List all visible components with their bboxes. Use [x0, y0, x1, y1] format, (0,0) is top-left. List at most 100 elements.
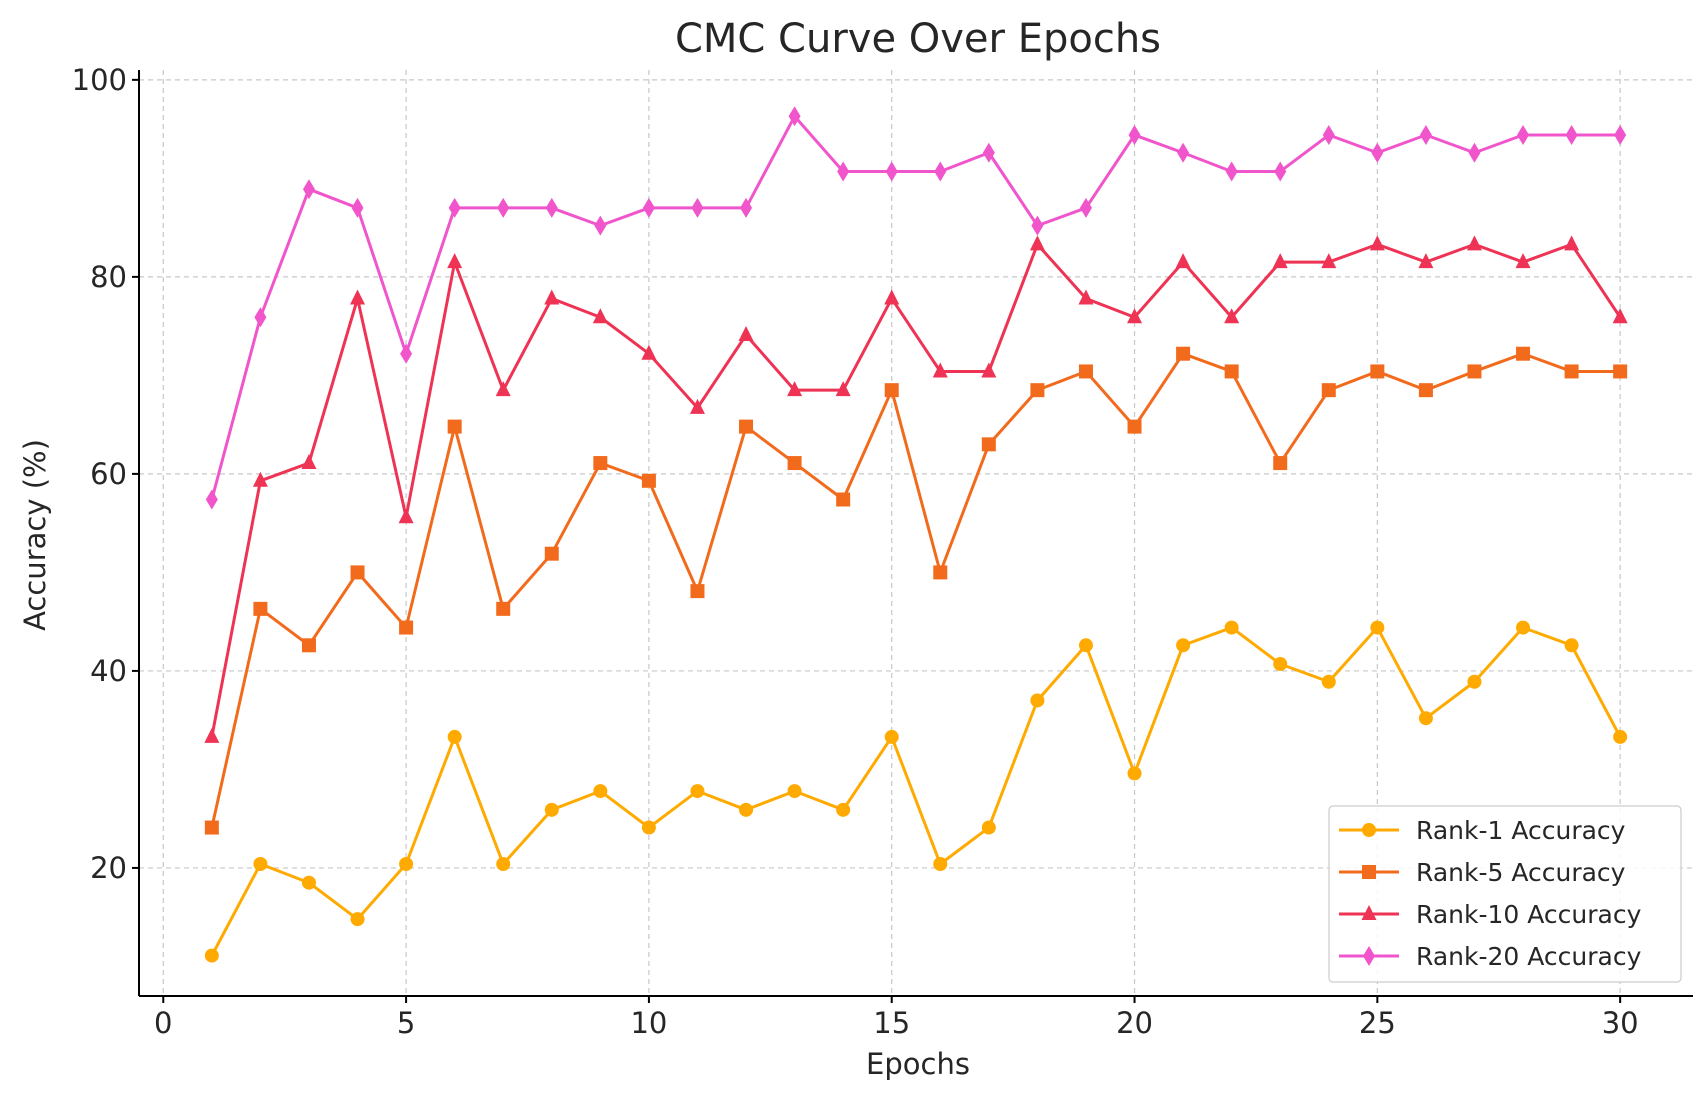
data-point [981, 362, 997, 378]
data-point [1225, 161, 1238, 182]
data-point [1613, 364, 1628, 379]
data-point [787, 784, 802, 799]
series-layer [204, 106, 1628, 963]
data-point [350, 289, 366, 305]
data-point [837, 161, 850, 182]
series-line [210, 352, 1621, 828]
data-point [885, 161, 898, 182]
data-point [544, 802, 559, 817]
data-point [496, 856, 511, 871]
data-point [1224, 364, 1239, 379]
data-point [1322, 125, 1335, 146]
data-point [1224, 308, 1240, 324]
data-point [204, 820, 219, 835]
data-point [933, 856, 948, 871]
data-point [740, 197, 753, 218]
data-point [934, 161, 947, 182]
legend-marker [1361, 905, 1377, 920]
legend-label: Rank-1 Accuracy [1416, 816, 1626, 845]
data-point [884, 729, 899, 744]
data-point [981, 437, 996, 452]
data-point [1176, 638, 1191, 653]
y-tick-label: 20 [90, 851, 127, 885]
data-point [738, 325, 754, 341]
data-point [1370, 620, 1385, 635]
data-point [641, 820, 656, 835]
series-2 [204, 346, 1628, 835]
y-axis-label: Accuracy (%) [18, 439, 52, 631]
data-point [1030, 693, 1045, 708]
data-point [252, 471, 268, 487]
y-tick-label: 80 [90, 260, 127, 294]
data-point [1272, 253, 1288, 269]
data-point [301, 638, 316, 653]
data-point [1127, 766, 1142, 781]
data-point [1175, 253, 1191, 269]
legend: Rank-1 Accuracy Rank-5 Accuracy Rank-10 Ac… [1328, 805, 1682, 983]
data-point [1369, 235, 1385, 251]
legend-marker [1363, 946, 1375, 966]
data-point [253, 601, 268, 616]
data-point [642, 197, 655, 218]
y-tick-label: 40 [90, 654, 127, 688]
legend-label: Rank-20 Accuracy [1416, 942, 1642, 971]
y-tick-label: 60 [90, 457, 127, 491]
data-point [204, 948, 219, 963]
data-point [351, 197, 364, 218]
data-point [1467, 364, 1482, 379]
series-4 [205, 106, 1627, 510]
data-point [1418, 383, 1433, 398]
data-point [690, 584, 705, 599]
data-point [1273, 456, 1288, 471]
data-point [1176, 346, 1191, 361]
data-point [495, 381, 511, 397]
data-point [1515, 253, 1531, 269]
data-point [399, 856, 414, 871]
data-point [447, 729, 462, 744]
data-point [1565, 125, 1578, 146]
data-point [1467, 674, 1482, 689]
x-tick-label: 20 [1116, 1006, 1153, 1040]
legend-label: Rank-10 Accuracy [1416, 900, 1642, 929]
data-point [1078, 638, 1093, 653]
data-point [691, 197, 704, 218]
chart-title: CMC Curve Over Epochs [675, 16, 1161, 62]
data-point [1030, 383, 1045, 398]
data-point [1274, 161, 1287, 182]
data-point [1564, 638, 1579, 653]
data-point [496, 601, 511, 616]
series-line [210, 626, 1622, 957]
data-point [1612, 308, 1628, 324]
data-point [593, 456, 608, 471]
data-point [1468, 142, 1481, 163]
data-point [447, 419, 462, 434]
data-point [1564, 235, 1580, 251]
legend-marker [1362, 865, 1376, 879]
series-line [210, 242, 1622, 738]
y-tick-label: 100 [72, 63, 127, 97]
data-point [641, 344, 657, 360]
data-point [1419, 125, 1432, 146]
data-point [1321, 674, 1336, 689]
data-point [1614, 125, 1627, 146]
legend-item: Rank-10 Accuracy [1339, 900, 1642, 929]
data-point [739, 802, 754, 817]
x-tick-label: 15 [873, 1006, 910, 1040]
data-point [933, 565, 948, 580]
x-tick-label: 25 [1359, 1006, 1396, 1040]
data-point [448, 197, 461, 218]
data-point [1031, 215, 1044, 236]
legend-item: Rank-20 Accuracy [1339, 942, 1642, 971]
data-point [981, 820, 996, 835]
data-point [932, 362, 948, 378]
series-1 [204, 620, 1628, 963]
data-point [1371, 142, 1384, 163]
data-point [592, 308, 608, 324]
data-point [641, 473, 656, 488]
data-point [253, 856, 268, 871]
data-point [1029, 235, 1045, 251]
data-point [1321, 253, 1337, 269]
data-point [1224, 620, 1239, 635]
